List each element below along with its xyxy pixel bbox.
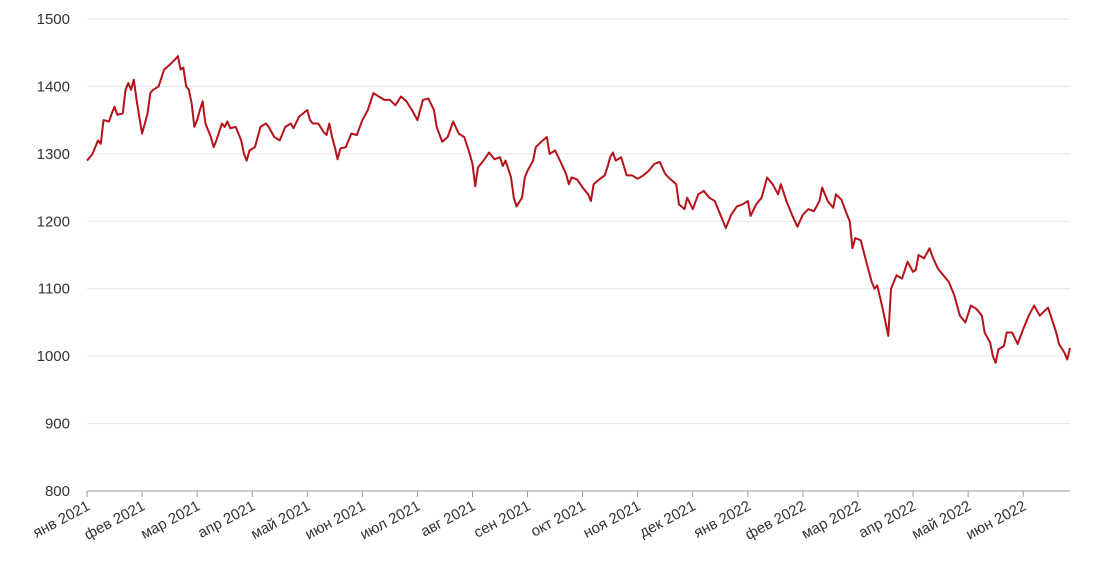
x-tick-label: мар 2022 bbox=[799, 498, 864, 543]
x-tick-label: мар 2021 bbox=[138, 498, 203, 543]
x-tick-label: май 2021 bbox=[248, 498, 313, 543]
x-tick-label: авг 2021 bbox=[418, 498, 478, 541]
x-tick-label: июл 2021 bbox=[357, 498, 423, 544]
y-tick-label: 1100 bbox=[38, 281, 70, 298]
y-tick-label: 800 bbox=[45, 483, 70, 500]
x-tick-label: фев 2022 bbox=[742, 498, 808, 544]
x-tick-label: июн 2022 bbox=[963, 498, 1029, 544]
y-tick-label: 1400 bbox=[37, 78, 70, 95]
x-tick-label: ноя 2021 bbox=[581, 498, 644, 542]
x-tick-label: янв 2022 bbox=[691, 498, 754, 542]
x-tick-label: окт 2021 bbox=[528, 498, 589, 541]
x-tick-label: фев 2021 bbox=[82, 498, 148, 544]
x-tick-label: янв 2021 bbox=[30, 498, 93, 542]
x-tick-label: апр 2022 bbox=[856, 498, 919, 542]
x-tick-label: июн 2021 bbox=[302, 498, 368, 544]
line-series bbox=[86, 55, 1071, 364]
y-tick-label: 1300 bbox=[37, 146, 70, 163]
x-tick-label: май 2022 bbox=[909, 498, 974, 543]
x-tick-label: апр 2021 bbox=[195, 498, 258, 542]
y-tick-label: 900 bbox=[45, 416, 70, 433]
y-tick-label: 1000 bbox=[37, 348, 70, 365]
x-tick-label: сен 2021 bbox=[471, 498, 533, 542]
y-tick-label: 1200 bbox=[37, 213, 70, 230]
x-tick-label: дек 2021 bbox=[637, 498, 699, 542]
y-tick-label: 1500 bbox=[37, 11, 70, 28]
